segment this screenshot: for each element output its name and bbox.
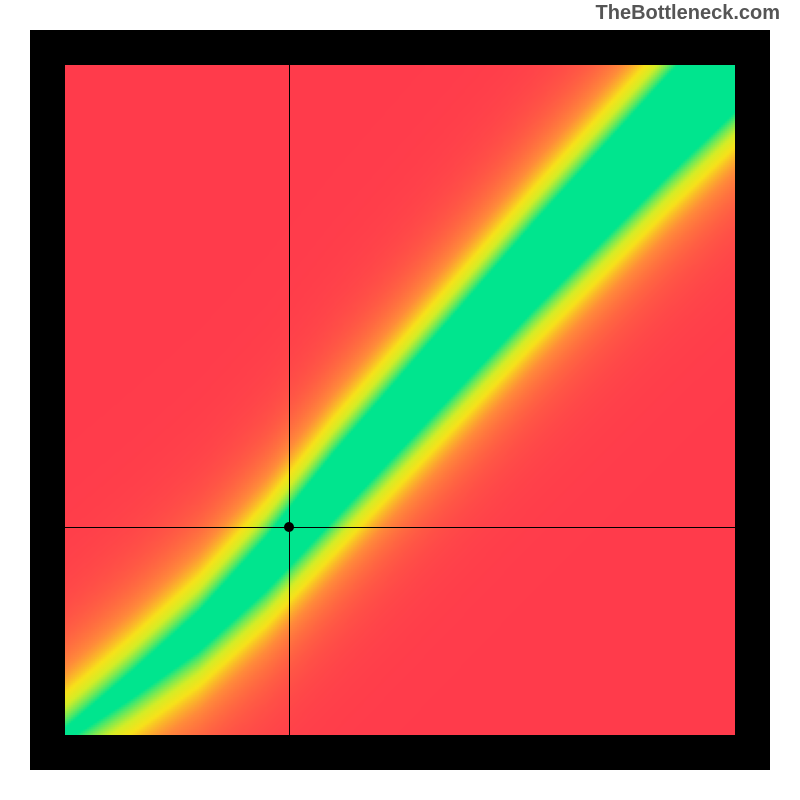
attribution-text: TheBottleneck.com: [596, 2, 780, 25]
crosshair-vertical: [289, 65, 290, 735]
chart-plot-area: [65, 65, 735, 735]
crosshair-marker: [284, 522, 294, 532]
heatmap-canvas: [65, 65, 735, 735]
chart-outer-frame: [30, 30, 770, 770]
crosshair-horizontal: [65, 527, 735, 528]
